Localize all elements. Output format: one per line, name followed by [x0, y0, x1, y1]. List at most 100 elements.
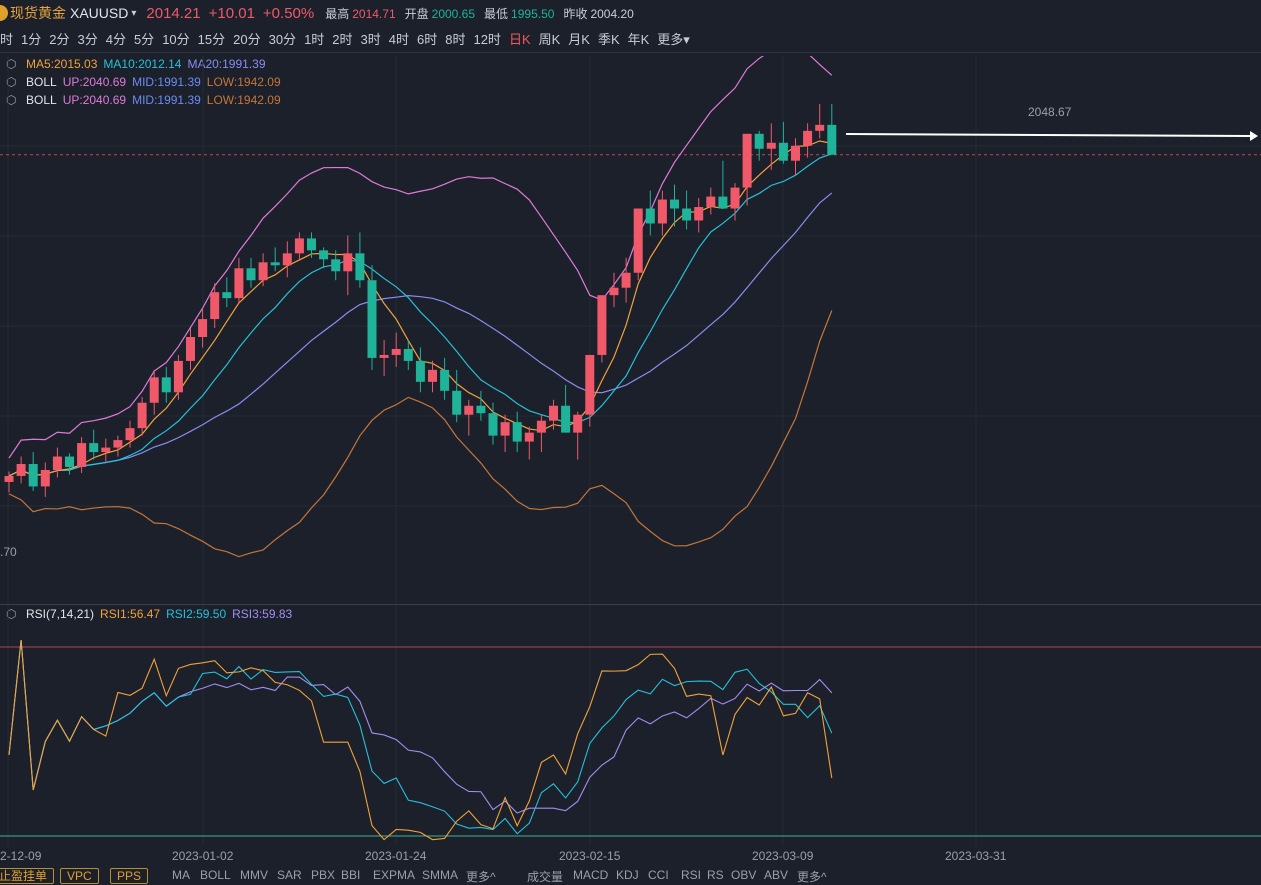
candle-body [730, 187, 740, 209]
candle-body [149, 377, 159, 403]
ma5-value: MA5:2015.03 [26, 57, 98, 71]
candle-body [307, 238, 316, 251]
period-12[interactable]: 3时 [360, 31, 381, 47]
candle-body [161, 377, 171, 393]
period-8[interactable]: 20分 [233, 31, 261, 47]
indicator-tab-10[interactable]: MACD [573, 868, 609, 882]
settings-hex-icon[interactable]: ⬡ [6, 75, 17, 89]
period-22[interactable]: 更多▾ [657, 31, 690, 47]
candle-body [573, 414, 583, 433]
indicator-tab-1[interactable]: BOLL [200, 868, 231, 882]
indicator-tab-14[interactable]: RS [707, 868, 724, 882]
prev-close-stat: 昨收 2004.20 [563, 6, 634, 21]
low-stat: 最低 1995.50 [484, 6, 555, 21]
period-21[interactable]: 年K [627, 31, 650, 47]
indicator-toolbar: 止盈挂单 VPC PPS MA BOLL MMV SAR PBX BBI EXPMA SMMA 更多^… [0, 868, 1261, 884]
candle-body [403, 348, 413, 361]
chevron-down-icon[interactable]: ▾ [131, 7, 137, 19]
indicator-tab-11[interactable]: KDJ [616, 868, 639, 882]
boll-mid-value: MID:1991.39 [132, 75, 201, 89]
period-7[interactable]: 15分 [197, 31, 226, 47]
period-13[interactable]: 4时 [388, 31, 409, 47]
candle-body [246, 268, 256, 281]
period-5[interactable]: 5分 [133, 31, 155, 47]
rsi1-value: RSI1:56.47 [100, 607, 161, 621]
period-4[interactable]: 4分 [105, 31, 126, 47]
boll-upper-line [8, 56, 833, 459]
period-16[interactable]: 12时 [473, 31, 501, 47]
candle-body [77, 443, 87, 467]
candle-body [198, 319, 208, 338]
period-17[interactable]: 日K [508, 31, 531, 47]
instrument-name[interactable]: 现货黄金 [10, 5, 66, 21]
indicator-tab-3[interactable]: SAR [277, 868, 302, 882]
boll-label: BOLL [26, 75, 57, 89]
ma20-value: MA20:1991.39 [187, 57, 266, 71]
boll-legend-1: ⬡ BOLL UP:2040.69 MID:1991.39 LOW:1942.0… [6, 75, 287, 89]
indicator-tab-16[interactable]: ABV [764, 868, 789, 882]
period-18[interactable]: 周K [538, 31, 561, 47]
indicator-tab-7[interactable]: SMMA [422, 868, 458, 882]
candle-body [379, 354, 389, 358]
candle-body [40, 469, 50, 487]
indicator-tab-4[interactable]: PBX [311, 868, 336, 882]
indicator-tab-0[interactable]: MA [172, 868, 190, 882]
candle-body [391, 348, 401, 355]
indicator-tab-5[interactable]: BBI [341, 868, 361, 882]
high-marker-label: 2048.67 [1028, 105, 1072, 119]
candle-body [803, 130, 813, 146]
candle-body [791, 145, 800, 161]
candle-body [633, 208, 643, 273]
indicator-tab-9[interactable]: 成交量 [527, 870, 564, 884]
candle-body [682, 208, 692, 221]
candle-body [65, 456, 74, 467]
candle-body [125, 428, 135, 441]
indicator-tab-13[interactable]: RSI [681, 868, 702, 882]
low-marker-label: .70 [0, 545, 17, 559]
period-3[interactable]: 3分 [77, 31, 98, 47]
high-stat: 最高 2014.71 [325, 6, 396, 21]
period-6[interactable]: 10分 [162, 31, 190, 47]
candle-body [440, 369, 450, 391]
period-10[interactable]: 1时 [304, 31, 325, 47]
settings-hex-icon[interactable]: ⬡ [6, 93, 17, 107]
period-0[interactable]: 时 [0, 31, 14, 47]
indicator-tab-6[interactable]: EXPMA [373, 868, 416, 882]
boll-up-value: UP:2040.69 [62, 75, 127, 89]
candle-body [222, 292, 232, 299]
boll-low-value: LOW:1942.09 [206, 75, 281, 89]
settings-hex-icon[interactable]: ⬡ [6, 607, 17, 621]
period-20[interactable]: 季K [597, 31, 620, 47]
arrow-head-icon [1250, 131, 1258, 141]
candle-body [89, 443, 99, 453]
period-19[interactable]: 月K [568, 31, 590, 47]
pane-divider[interactable] [0, 604, 1261, 605]
candle-body [742, 133, 752, 188]
indicator-tab-12[interactable]: CCI [648, 868, 669, 882]
rsi-chart[interactable] [0, 605, 1261, 845]
instrument-code[interactable]: XAUUSD [70, 5, 129, 21]
boll-up-value: UP:2040.69 [62, 93, 127, 107]
period-9[interactable]: 30分 [268, 31, 297, 47]
header-bar: 现货黄金 XAUUSD ▾ 2014.21 +10.01 +0.50% 最高 20… [0, 0, 1261, 26]
candle-body [657, 199, 667, 224]
period-11[interactable]: 2时 [332, 31, 353, 47]
candle-body [476, 405, 486, 414]
settings-hex-icon[interactable]: ⬡ [6, 57, 17, 71]
candle-body [270, 262, 280, 266]
candlestick-chart[interactable]: 2048.67 .70 [0, 56, 1261, 604]
candle-body [428, 369, 437, 382]
period-14[interactable]: 6时 [417, 31, 438, 47]
indicator-tab-2[interactable]: MMV [240, 868, 268, 882]
period-2[interactable]: 2分 [49, 31, 70, 47]
period-15[interactable]: 8时 [445, 31, 466, 47]
candle-body [524, 432, 534, 442]
indicator-tab-15[interactable]: OBV [731, 868, 757, 882]
indicator-tab-8[interactable]: 更多^ [466, 870, 496, 884]
period-1[interactable]: 1分 [21, 31, 42, 47]
candle-body [210, 292, 220, 320]
candle-body [452, 390, 462, 415]
gold-coin-icon [0, 5, 8, 21]
candle-body [186, 337, 195, 361]
indicator-tab-17[interactable]: 更多^ [797, 870, 827, 884]
